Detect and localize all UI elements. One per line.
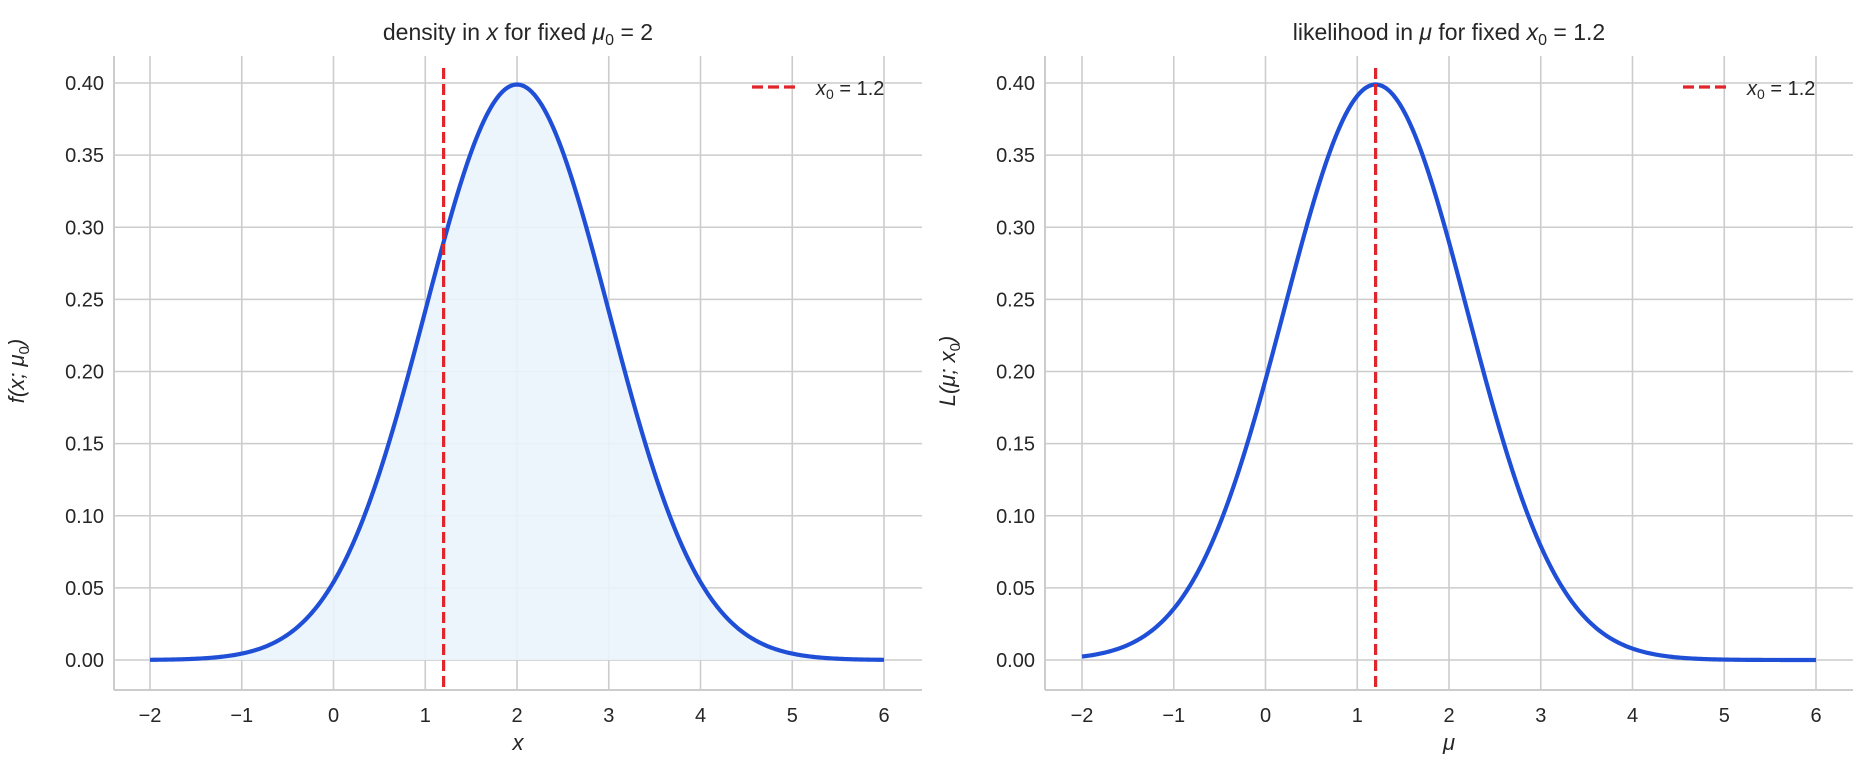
x-tick-label: 4: [1627, 705, 1638, 727]
y-tick-label: 0.30: [996, 217, 1035, 239]
x-tick-label: 5: [787, 705, 798, 727]
chart-title: likelihood in μ for fixed x0 = 1.2: [1293, 19, 1605, 49]
y-tick-label: 0.05: [996, 578, 1035, 600]
y-tick-label: 0.25: [65, 289, 104, 311]
y-tick-label: 0.10: [65, 506, 104, 528]
legend: x0 = 1.2: [752, 78, 884, 102]
x-tick-labels: −2 −1 0 1 2 3 4 5 6: [1071, 705, 1822, 727]
x-axis-label: μ: [1442, 730, 1455, 755]
y-tick-label: 0.15: [996, 434, 1035, 456]
x-axis-label: x: [512, 730, 525, 755]
x-tick-label: −2: [139, 705, 162, 727]
y-tick-label: 0.15: [65, 434, 104, 456]
x-tick-label: 5: [1719, 705, 1730, 727]
y-tick-label: 0.10: [996, 506, 1035, 528]
x-tick-label: 6: [1810, 705, 1821, 727]
y-tick-label: 0.20: [65, 362, 104, 384]
y-tick-labels: 0.00 0.05 0.10 0.15 0.20 0.25 0.30 0.35 0.40: [996, 73, 1035, 672]
y-tick-label: 0.35: [996, 145, 1035, 167]
x-tick-label: 3: [603, 705, 614, 727]
x-tick-label: 2: [511, 705, 522, 727]
x-tick-label: −2: [1071, 705, 1094, 727]
x-tick-label: 3: [1535, 705, 1546, 727]
x-tick-label: 0: [328, 705, 339, 727]
grid: [1045, 56, 1853, 690]
chart-title: density in x for fixed μ0 = 2: [383, 19, 653, 49]
x-tick-label: 1: [1352, 705, 1363, 727]
y-tick-label: 0.40: [996, 73, 1035, 95]
x-tick-label: 2: [1443, 705, 1454, 727]
y-tick-label: 0.40: [65, 73, 104, 95]
x-tick-label: 0: [1260, 705, 1271, 727]
y-axis-label: L(μ; x0): [935, 336, 964, 407]
x-tick-label: 6: [878, 705, 889, 727]
legend-label: x0 = 1.2: [1746, 78, 1815, 102]
x-tick-labels: −2 −1 0 1 2 3 4 5 6: [139, 705, 890, 727]
x-tick-label: 1: [420, 705, 431, 727]
legend: x0 = 1.2: [1683, 78, 1815, 102]
y-tick-label: 0.30: [65, 217, 104, 239]
y-tick-label: 0.00: [65, 650, 104, 672]
legend-label: x0 = 1.2: [815, 78, 884, 102]
y-tick-label: 0.20: [996, 362, 1035, 384]
y-tick-label: 0.05: [65, 578, 104, 600]
y-tick-labels: 0.00 0.05 0.10 0.15 0.20 0.25 0.30 0.35 0.40: [65, 73, 104, 672]
x-tick-label: −1: [230, 705, 253, 727]
subplot-1: −2 −1 0 1 2 3 4 5 60.000.050.100.150.200.250.300…: [4, 19, 922, 755]
likelihood-curve: [1081, 82, 1817, 663]
y-tick-label: 0.25: [996, 289, 1035, 311]
density-fill: [150, 84, 884, 660]
y-axis-label: f(x; μ0): [4, 339, 33, 403]
x-tick-label: 4: [695, 705, 706, 727]
x-tick-label: −1: [1162, 705, 1185, 727]
density-curve: [149, 82, 885, 662]
subplot-2: −2 −1 0 1 2 3 4 5 60.000.050.100.150.200.250.300…: [935, 19, 1853, 755]
y-tick-label: 0.35: [65, 145, 104, 167]
y-tick-label: 0.00: [996, 650, 1035, 672]
